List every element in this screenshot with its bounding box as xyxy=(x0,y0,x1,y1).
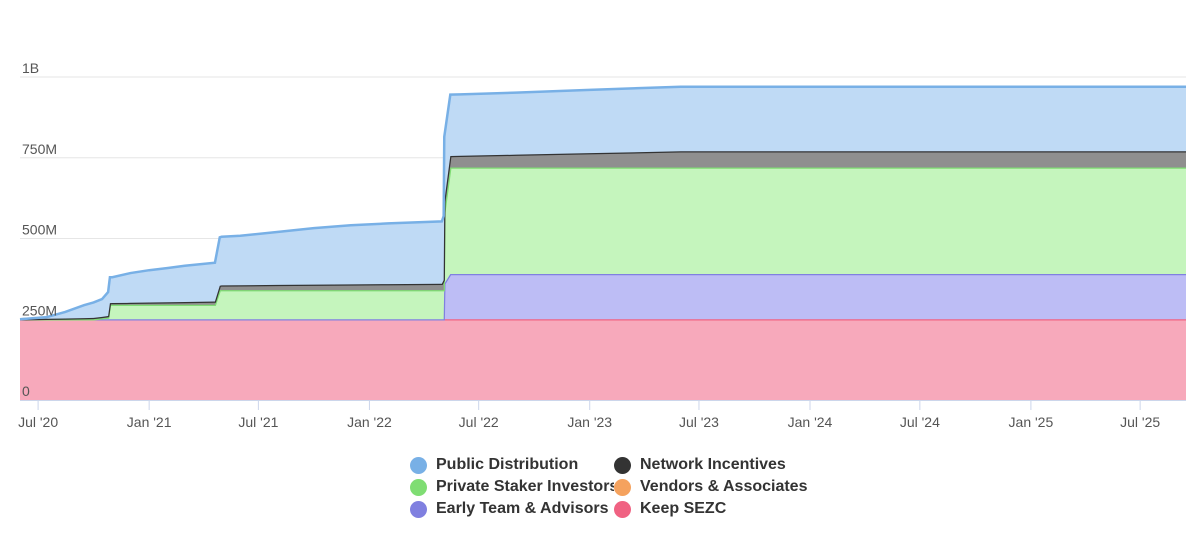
axis-layer: 0 250M 500M 750M 1B Jul '20 Jan '21 Jul '21 Jan … xyxy=(18,60,1186,430)
legend-item-private-staker-investors[interactable]: Private Staker Investors xyxy=(410,478,614,496)
area-private-staker-investors[interactable] xyxy=(20,167,1186,320)
legend-label: Keep SEZC xyxy=(640,500,727,517)
legend-swatch-icon xyxy=(410,456,427,474)
legend-row: Early Team & Advisors Keep SEZC xyxy=(410,498,840,520)
legend-swatch-icon xyxy=(614,500,631,518)
area-public-distribution[interactable] xyxy=(20,86,1186,320)
x-tick-label: Jan '25 xyxy=(1009,414,1054,430)
x-tick-label: Jul '25 xyxy=(1120,414,1160,430)
x-tick-label: Jul '21 xyxy=(238,414,278,430)
x-tick-label: Jan '22 xyxy=(347,414,392,430)
area-keep-sezc[interactable] xyxy=(20,319,1186,400)
legend-label: Public Distribution xyxy=(436,456,579,473)
x-tick-label: Jul '20 xyxy=(18,414,58,430)
legend-swatch-icon xyxy=(410,478,427,496)
legend: Public Distribution Network Incentives P… xyxy=(410,454,840,520)
legend-label: Early Team & Advisors xyxy=(436,500,609,517)
area-layer xyxy=(19,85,1186,400)
legend-row: Private Staker Investors Vendors & Assoc… xyxy=(410,476,840,498)
x-tick-label: Jan '21 xyxy=(127,414,172,430)
x-tick-label: Jul '22 xyxy=(459,414,499,430)
legend-row: Public Distribution Network Incentives xyxy=(410,454,840,476)
x-tick-label: Jul '23 xyxy=(679,414,719,430)
legend-item-keep-sezc[interactable]: Keep SEZC xyxy=(614,500,840,518)
legend-label: Network Incentives xyxy=(640,456,786,473)
legend-item-network-incentives[interactable]: Network Incentives xyxy=(614,456,840,474)
y-tick-label: 0 xyxy=(22,383,30,399)
x-tick-label: Jan '24 xyxy=(788,414,833,430)
y-tick-label: 1B xyxy=(22,60,39,76)
legend-item-vendors-associates[interactable]: Vendors & Associates xyxy=(614,478,840,496)
y-tick-label: 500M xyxy=(22,222,57,238)
y-tick-label: 750M xyxy=(22,141,57,157)
legend-item-early-team-advisors[interactable]: Early Team & Advisors xyxy=(410,500,614,518)
y-tick-label: 250M xyxy=(22,302,57,318)
stacked-area-chart: 0 250M 500M 750M 1B Jul '20 Jan '21 Jul '21 Jan … xyxy=(18,60,1186,430)
x-tick-label: Jul '24 xyxy=(900,414,940,430)
legend-item-public-distribution[interactable]: Public Distribution xyxy=(410,456,614,474)
legend-label: Private Staker Investors xyxy=(436,478,614,495)
legend-swatch-icon xyxy=(614,456,631,474)
legend-swatch-icon xyxy=(614,478,631,496)
legend-label: Vendors & Associates xyxy=(640,478,808,495)
area-early-team-advisors[interactable] xyxy=(20,274,1186,320)
x-tick-label: Jan '23 xyxy=(567,414,612,430)
legend-swatch-icon xyxy=(410,500,427,518)
line-public-distribution xyxy=(19,85,1186,321)
